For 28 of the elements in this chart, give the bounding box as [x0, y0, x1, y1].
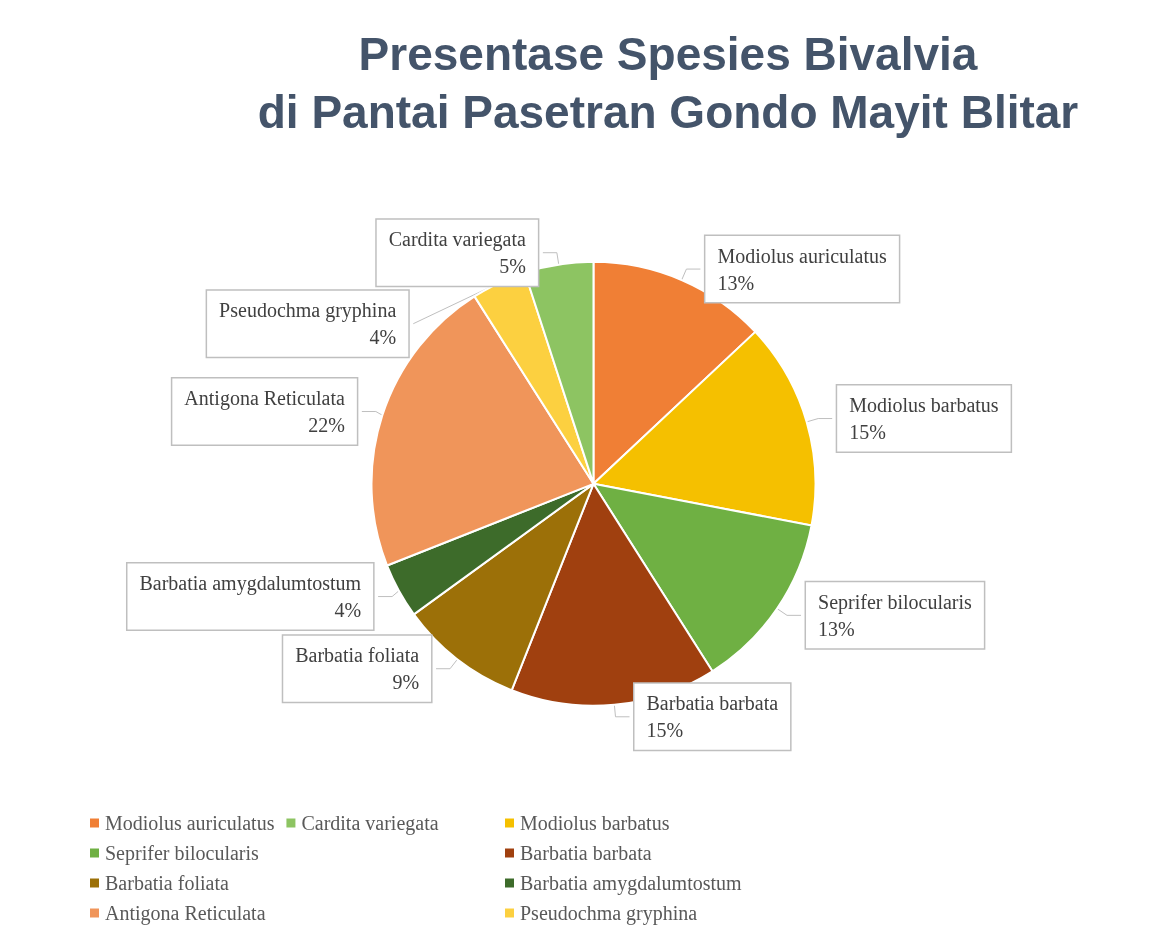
- slice-label: Barbatia barbata: [646, 692, 779, 715]
- data-label: 4%: [369, 326, 397, 349]
- data-label: 22%: [308, 414, 345, 437]
- legend-label: Modiolus barbatus: [520, 812, 670, 834]
- legend-label: Barbatia foliata: [105, 872, 229, 894]
- slice-label: Seprifer bilocularis: [818, 590, 973, 614]
- legend-label: Seprifer bilocularis: [105, 842, 260, 865]
- slice-label: Cardita variegata: [388, 228, 526, 252]
- data-label: 9%: [392, 671, 420, 694]
- slice-label: Modiolus barbatus: [849, 394, 999, 417]
- legend-label: Antigona Reticulata: [105, 902, 266, 925]
- legend-label: Barbatia amygdalumtostum: [520, 872, 743, 895]
- data-label: 15%: [646, 719, 684, 742]
- slice-label: Barbatia amygdalumtostum: [139, 572, 362, 596]
- data-label: 15%: [849, 421, 886, 444]
- chart-title: Presentase Spesies Bivalvia di Pantai Pasetran Gondo Mayit Blitar: [257, 28, 1079, 138]
- legend-label: Pseudochma gryphina: [520, 902, 698, 925]
- legend-label: Modiolus auriculatus: [105, 812, 275, 834]
- slice-label: Antigona Reticulata: [184, 387, 345, 411]
- slice-label: Pseudochma gryphina: [219, 299, 397, 323]
- data-label: 13%: [818, 617, 855, 640]
- slice-label: Barbatia foliata: [295, 644, 420, 667]
- data-label: 4%: [334, 599, 362, 622]
- data-label: 13%: [717, 271, 755, 294]
- data-label: 5%: [499, 255, 526, 278]
- legend-label: Cardita variegata: [301, 812, 439, 835]
- legend-label: Barbatia barbata: [520, 842, 652, 864]
- slice-label: Modiolus auriculatus: [717, 244, 888, 267]
